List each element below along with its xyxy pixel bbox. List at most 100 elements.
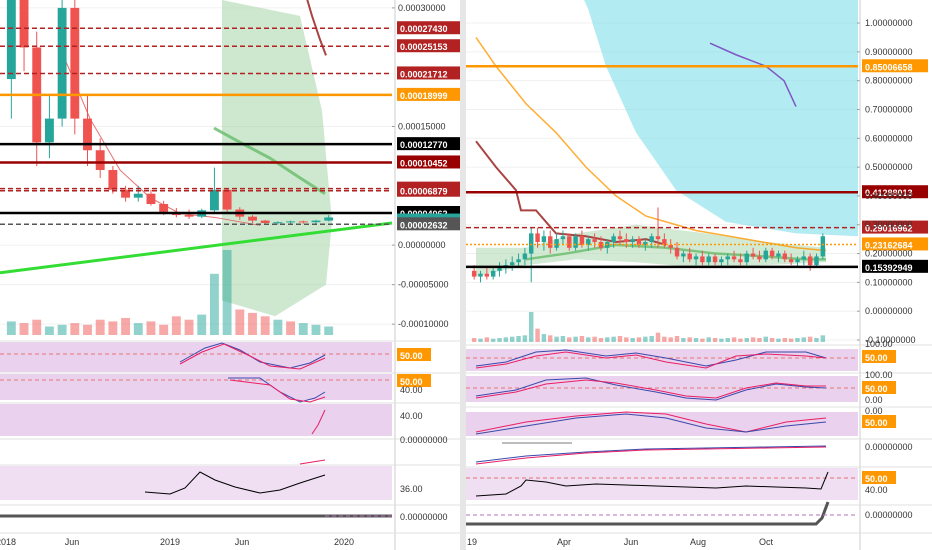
right-osc-tick-label: 0.00000000 bbox=[865, 442, 913, 452]
right-candle-body bbox=[497, 267, 502, 271]
left-volume-bar bbox=[70, 323, 80, 335]
right-price-badge-label: 0.85006658 bbox=[865, 62, 913, 72]
left-volume-bar bbox=[273, 319, 283, 335]
right-volume-bar bbox=[548, 335, 553, 342]
right-volume-bar bbox=[522, 335, 528, 342]
left-chart-svg[interactable]: 0.00027430 0.00025153 0.00021712 0.00018999… bbox=[0, 0, 460, 550]
left-candle-body bbox=[159, 204, 169, 212]
left-volume-bar bbox=[197, 314, 207, 335]
left-candle-body bbox=[324, 217, 334, 221]
right-candle-body bbox=[782, 253, 788, 260]
left-osc-tick-label: 36.00 bbox=[400, 484, 423, 494]
left-volume-bar bbox=[171, 316, 181, 335]
right-volume-bar bbox=[725, 338, 730, 342]
right-volume-bar bbox=[687, 337, 692, 342]
right-volume-bar bbox=[820, 335, 826, 342]
right-volume-bar bbox=[535, 328, 540, 342]
right-osc-badge-label: 50.00 bbox=[865, 353, 888, 363]
right-candle-body bbox=[592, 239, 597, 243]
left-price-badge-label: 0.00006879 bbox=[400, 187, 448, 197]
right-candle-body bbox=[541, 236, 547, 243]
right-volume-bar bbox=[484, 337, 490, 342]
panel-divider[interactable] bbox=[460, 0, 466, 550]
left-moving-average-green bbox=[213, 126, 326, 195]
left-candle-body bbox=[108, 170, 118, 190]
right-candle-body bbox=[807, 256, 813, 266]
left-osc-tick-label: 0.00000000 bbox=[400, 512, 448, 522]
left-candle-body bbox=[44, 118, 54, 143]
left-volume-bar bbox=[95, 319, 105, 335]
right-volume-bar bbox=[567, 337, 572, 342]
right-volume-bar bbox=[795, 338, 800, 342]
left-price-badge bbox=[397, 39, 460, 53]
right-volume-bar bbox=[598, 338, 604, 342]
right-price-badge-label: 0.23162684 bbox=[865, 240, 913, 250]
right-osc2-line-blue bbox=[475, 377, 827, 401]
left-price-badge-label: 0.00010452 bbox=[400, 158, 448, 168]
left-volume-bar bbox=[19, 323, 29, 335]
right-candle-body bbox=[529, 233, 534, 254]
left-volume-bar bbox=[44, 326, 54, 335]
left-volume-bar bbox=[6, 321, 16, 335]
left-time-label: 2018 bbox=[0, 537, 16, 547]
right-volume-bar bbox=[471, 338, 477, 342]
left-volume-bar bbox=[235, 309, 245, 335]
left-candle-body bbox=[146, 193, 156, 204]
right-volume-bar bbox=[655, 332, 661, 342]
right-chart-panel[interactable]: 0.85006658 0.41288013 0.29016962 0.23162684… bbox=[466, 0, 932, 550]
left-axis-tick-label: -0.00010000 bbox=[398, 319, 449, 329]
right-osc-badge bbox=[862, 471, 896, 484]
left-time-label: 2019 bbox=[160, 537, 180, 547]
left-volume-bar bbox=[298, 323, 308, 335]
right-chart-svg[interactable]: 0.85006658 0.41288013 0.29016962 0.23162684… bbox=[466, 0, 932, 550]
left-price-badge-label: 0.00027430 bbox=[400, 24, 448, 34]
right-price-badge-label: 0.15392949 bbox=[865, 263, 913, 273]
left-osc-badge bbox=[397, 348, 431, 361]
left-osc1-line-pink bbox=[179, 343, 326, 370]
left-candle-body bbox=[248, 216, 257, 221]
left-axis-tick-label: 0.00000000 bbox=[398, 240, 446, 250]
left-time-label: Jun bbox=[65, 537, 80, 547]
right-volume-bar bbox=[503, 337, 509, 342]
right-time-label: Oct bbox=[759, 537, 774, 547]
left-time-label: 2020 bbox=[334, 537, 354, 547]
left-volume-bar bbox=[57, 324, 67, 335]
right-volume-bar bbox=[586, 337, 591, 342]
right-axis-tick-label: 0.30000000 bbox=[865, 220, 913, 230]
right-volume-bar bbox=[630, 338, 635, 342]
right-volume-bar bbox=[769, 338, 775, 342]
right-candle-body bbox=[598, 242, 604, 248]
left-candle-body bbox=[6, 0, 16, 80]
left-axis-tick-label: -0.00005000 bbox=[398, 280, 449, 290]
right-axis-tick-label: 0.80000000 bbox=[865, 76, 913, 86]
left-ichimoku-cloud bbox=[222, 0, 332, 317]
right-volume-bar bbox=[516, 336, 521, 342]
right-axis-tick-label: 0.50000000 bbox=[865, 162, 913, 172]
right-volume-bar bbox=[668, 337, 673, 342]
right-osc6-line bbox=[466, 501, 830, 526]
left-volume-bar bbox=[286, 321, 296, 335]
right-volume-bar bbox=[788, 338, 794, 342]
right-ichimoku-cloud-cyan bbox=[584, 0, 858, 237]
right-time-label: 19 bbox=[467, 537, 477, 547]
right-candle-body bbox=[567, 236, 572, 248]
right-candle-body bbox=[712, 256, 718, 263]
left-candle-body bbox=[273, 222, 283, 224]
right-candle-body bbox=[757, 256, 762, 260]
left-price-badge bbox=[397, 155, 460, 169]
right-price-badge bbox=[862, 237, 928, 251]
right-volume-bar bbox=[750, 337, 756, 342]
right-candle-body bbox=[706, 256, 711, 263]
right-volume-bar bbox=[757, 338, 762, 342]
left-price-badge-label: 0.00018999 bbox=[400, 91, 448, 101]
left-volume-bar bbox=[133, 323, 143, 335]
left-volume-bar bbox=[146, 321, 156, 335]
right-candle-body bbox=[509, 262, 515, 266]
right-candle-body bbox=[617, 236, 623, 240]
right-candle-body bbox=[484, 273, 490, 277]
left-osc2-band bbox=[0, 374, 392, 400]
right-candle-body bbox=[820, 236, 826, 257]
right-candle-body bbox=[522, 253, 528, 260]
left-chart-panel[interactable]: 0.00027430 0.00025153 0.00021712 0.00018999… bbox=[0, 0, 460, 550]
left-osc3-line bbox=[311, 409, 326, 435]
